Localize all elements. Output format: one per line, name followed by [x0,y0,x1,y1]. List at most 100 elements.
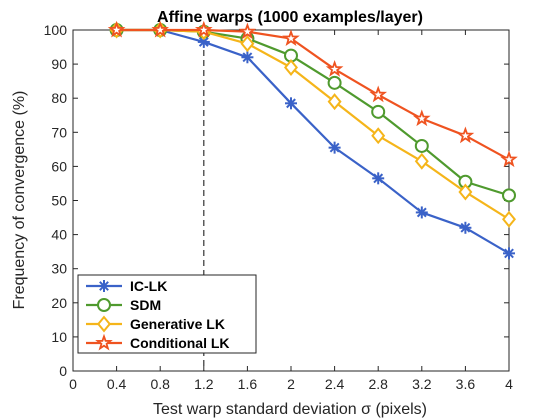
diamond-marker [240,35,255,53]
asterisk-marker-stroke [198,37,209,47]
data-point [371,104,386,119]
data-point [282,29,300,47]
x-tick-label: 4 [505,376,513,392]
data-point [197,35,210,48]
asterisk-marker-stroke [416,207,427,218]
data-point [458,183,473,201]
data-point [241,51,254,64]
legend-label: Conditional LK [130,335,230,351]
y-tick-label: 80 [51,90,67,106]
data-point [238,22,257,40]
y-tick-label: 70 [51,124,67,140]
data-point [240,35,255,53]
data-point [500,150,518,168]
circle-marker [97,298,111,312]
legend-item: Conditional LK [86,333,230,351]
data-point [327,75,342,90]
plot-area: 0 0.4 0.8 1.2 1.6 2 2.4 2.8 3.2 3.6 40102030405060… [44,20,518,392]
asterisk-marker-stroke [373,173,384,184]
data-point [415,206,428,219]
series-ic-lk [110,24,515,260]
star-marker [456,126,475,144]
data-point [107,20,126,38]
y-tick-label: 10 [51,329,67,345]
circle-marker [502,188,516,203]
diamond-marker [414,152,429,170]
x-tick-label: 2 [287,376,295,392]
diamond-marker [284,59,298,76]
x-axis-label: Test warp standard deviation σ (pixels) [153,401,427,418]
star-marker [238,22,257,40]
y-tick-label: 50 [51,193,67,209]
diamond-marker [371,127,386,145]
asterisk-marker-stroke [329,142,340,153]
data-point [194,20,213,38]
diamond-marker [97,315,111,333]
series-line [116,28,510,255]
data-point [412,109,431,127]
data-point [285,97,297,110]
star-marker [151,20,170,38]
x-tick-label: 0.8 [150,376,170,392]
x-tick-label: 0 [69,376,77,392]
star-marker [412,109,431,127]
x-tick-label: 3.6 [456,376,476,392]
asterisk-marker-stroke [286,98,296,109]
y-tick-label: 0 [59,363,67,379]
y-tick-label: 40 [51,227,67,243]
legend-label: Generative LK [130,316,225,332]
x-tick-label: 3.2 [412,376,432,392]
legend: IC-LK SDM Generative LK Conditional LK [77,274,257,354]
x-tick-label: 2.8 [368,376,388,392]
y-tick-label: 90 [51,56,67,72]
legend-item: IC-LK [86,278,167,294]
data-point [328,141,341,154]
data-point [151,20,170,38]
series-sdm [109,23,516,203]
diamond-marker [458,183,473,201]
data-point [503,247,515,260]
star-marker [107,20,126,38]
y-tick-label: 60 [51,158,67,174]
star-marker [282,29,300,47]
data-point [369,85,388,103]
legend-label: SDM [130,297,161,313]
asterisk-marker-stroke [504,248,514,259]
diamond-marker [502,210,516,228]
data-point [371,127,386,145]
circle-marker [371,104,386,119]
x-tick-label: 1.6 [238,376,258,392]
legend-item: Generative LK [86,315,225,333]
y-tick-label: 100 [44,22,68,38]
asterisk-marker-stroke [460,222,471,233]
data-point [502,188,516,203]
data-point [325,59,344,77]
data-point [459,221,472,234]
x-tick-label: 0.4 [107,376,127,392]
star-marker [369,85,388,103]
asterisk-marker-stroke [242,52,253,63]
star-marker [325,59,344,77]
x-tick-label: 2.4 [325,376,345,392]
data-point [414,138,429,153]
data-point [502,210,516,228]
circle-marker [414,138,429,153]
y-tick-label: 30 [51,261,67,277]
legend-label: IC-LK [130,278,167,294]
chart-title: Affine warps (1000 examples/layer) [157,9,423,26]
y-tick-label: 20 [51,295,67,311]
star-marker [95,333,113,351]
star-marker [500,150,518,168]
y-axis-label: Frequency of convergence (%) [11,91,28,310]
series-line [116,28,510,161]
asterisk-marker-stroke [99,281,109,291]
series-conditional-lk [107,20,518,168]
data-point [414,152,429,170]
data-point [327,93,342,111]
data-point [456,126,475,144]
x-tick-label: 1.2 [194,376,214,392]
legend-item: SDM [86,297,161,313]
circle-marker [327,75,342,90]
diamond-marker [327,93,342,111]
